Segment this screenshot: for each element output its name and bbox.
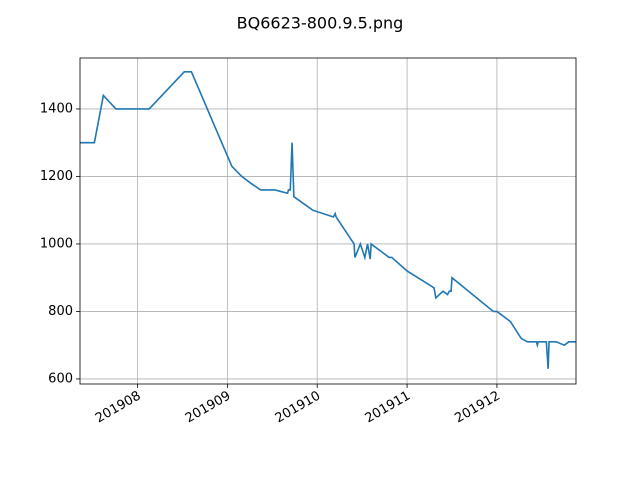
y-tick-label: 1000 xyxy=(40,236,73,251)
plot-frame xyxy=(79,57,577,385)
x-tick-label: 201909 xyxy=(183,388,233,426)
line xyxy=(80,71,576,369)
x-tick-label: 201908 xyxy=(93,388,143,426)
x-tick-label: 201912 xyxy=(452,388,502,426)
x-tick-label: 201910 xyxy=(273,388,323,426)
chart-title: BQ6623-800.9.5.png xyxy=(237,14,404,33)
y-tick-label: 1400 xyxy=(40,101,73,116)
y-tick-label: 1200 xyxy=(40,169,73,184)
y-tick-label: 600 xyxy=(48,371,73,386)
y-tick-label: 800 xyxy=(48,304,73,319)
x-tick-label: 201911 xyxy=(363,388,413,426)
